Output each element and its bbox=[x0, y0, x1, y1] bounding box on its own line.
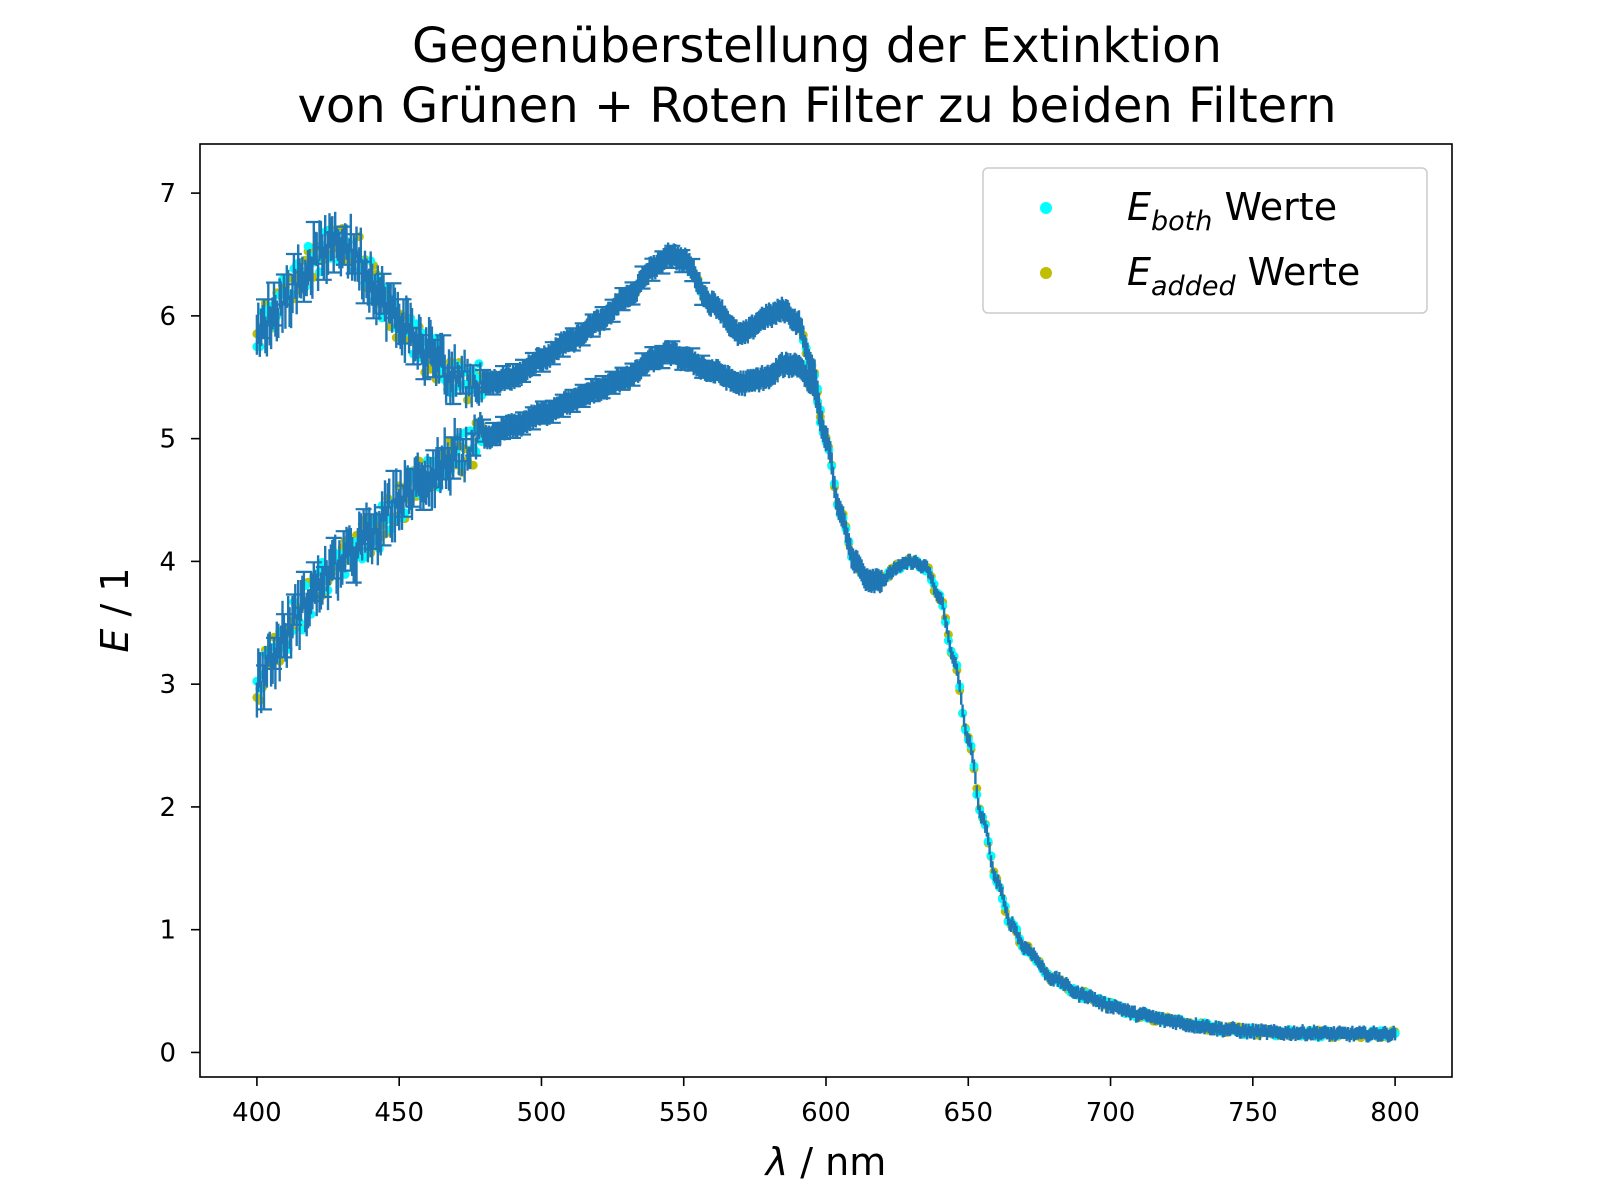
scatter-point-both bbox=[303, 241, 313, 251]
y-tick-label: 1 bbox=[159, 916, 176, 946]
x-axis-label-symbol: λ bbox=[764, 1140, 789, 1184]
y-axis-label-symbol: E bbox=[93, 629, 137, 653]
x-axis-label: λ / nm bbox=[764, 1140, 887, 1184]
x-tick-label: 800 bbox=[1370, 1098, 1420, 1128]
x-tick-label: 650 bbox=[943, 1098, 993, 1128]
legend-added-subscript: added bbox=[1151, 271, 1236, 302]
y-tick-label: 3 bbox=[159, 670, 176, 700]
x-tick-label: 550 bbox=[659, 1098, 709, 1128]
y-axis-ticks: 0 1 2 3 4 5 6 7 bbox=[159, 179, 200, 1068]
chart-title-line-1: Gegenüberstellung der Extinktion bbox=[412, 18, 1222, 74]
chart-title-line-2: von Grünen + Roten Filter zu beiden Filt… bbox=[298, 78, 1337, 134]
scatter-point-both bbox=[474, 359, 484, 369]
y-tick-label: 4 bbox=[159, 547, 176, 577]
legend-marker-both bbox=[1040, 202, 1052, 214]
x-tick-label: 450 bbox=[374, 1098, 424, 1128]
legend-label-both: Eboth Werte bbox=[1127, 185, 1337, 237]
legend-both-suffix: Werte bbox=[1212, 185, 1337, 229]
legend-added-suffix: Werte bbox=[1236, 250, 1361, 294]
x-tick-label: 500 bbox=[517, 1098, 567, 1128]
y-tick-label: 7 bbox=[159, 179, 176, 209]
y-axis-label-unit: / 1 bbox=[93, 567, 137, 628]
plot-area bbox=[252, 211, 1400, 1043]
x-tick-label: 700 bbox=[1086, 1098, 1136, 1128]
legend: Eboth Werte Eadded Werte bbox=[982, 167, 1428, 314]
y-tick-label: 5 bbox=[159, 425, 176, 455]
legend-added-symbol: E bbox=[1127, 250, 1151, 294]
y-tick-label: 2 bbox=[159, 793, 176, 823]
legend-both-symbol: E bbox=[1127, 185, 1151, 229]
data-marks bbox=[252, 211, 1400, 1043]
legend-box bbox=[982, 167, 1428, 314]
y-tick-label: 6 bbox=[159, 302, 176, 332]
x-axis-ticks: 400 450 500 550 600 650 700 750 800 bbox=[232, 1077, 1420, 1128]
legend-both-subscript: both bbox=[1151, 206, 1212, 237]
x-tick-label: 400 bbox=[232, 1098, 282, 1128]
legend-marker-added bbox=[1040, 267, 1052, 279]
legend-label-added: Eadded Werte bbox=[1127, 250, 1360, 302]
x-tick-label: 750 bbox=[1228, 1098, 1278, 1128]
y-axis-label: E / 1 bbox=[93, 567, 137, 652]
x-tick-label: 600 bbox=[801, 1098, 851, 1128]
x-axis-label-unit: / nm bbox=[788, 1140, 886, 1184]
y-tick-label: 0 bbox=[159, 1038, 176, 1068]
